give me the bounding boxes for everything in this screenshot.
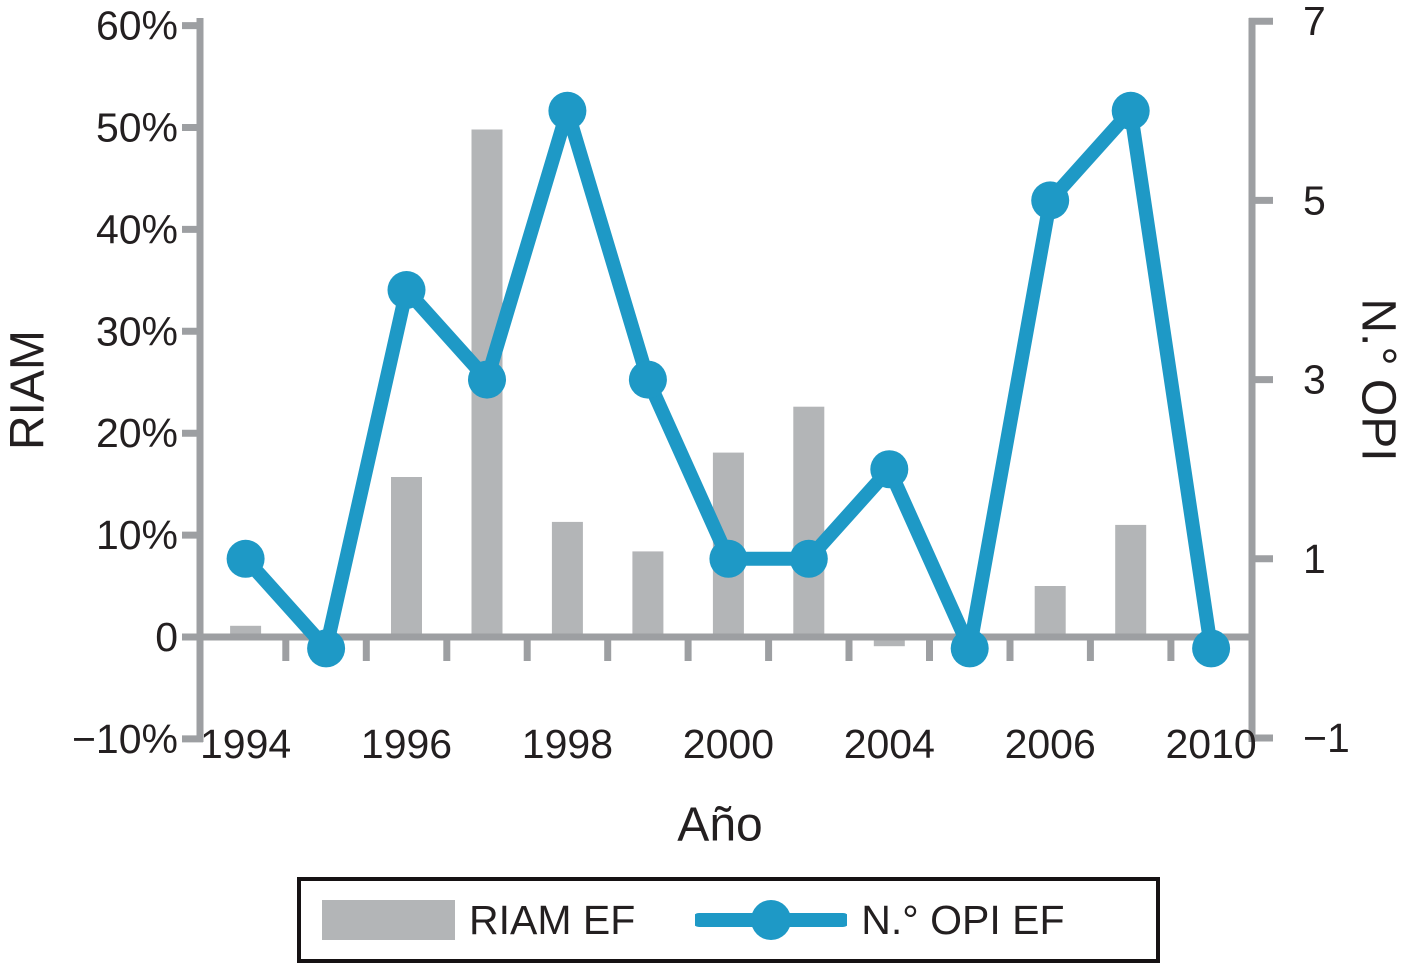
legend-opi-label: N.° OPI EF	[861, 896, 1065, 943]
opi-point-3	[468, 360, 506, 399]
left-tick-label: 20%	[96, 410, 178, 456]
x-tick-label: 2006	[1005, 721, 1096, 767]
opi-point-2	[387, 271, 426, 309]
opi-point-0	[226, 539, 265, 578]
opi-point-7	[789, 539, 828, 578]
legend-opi-marker-icon	[695, 900, 848, 940]
left-tick-label: 10%	[96, 512, 178, 558]
opi-point-9	[950, 629, 989, 668]
x-tick-label: 2000	[683, 721, 774, 767]
left-tick-label: −10%	[72, 716, 178, 762]
legend-riam-swatch	[322, 900, 455, 940]
x-tick-label: 1998	[522, 721, 613, 767]
x-tick-label: 2010	[1165, 721, 1256, 767]
x-tick-label: 1994	[200, 721, 291, 767]
bar-4	[551, 521, 583, 637]
legend-box: RIAM EF N.° OPI EF	[297, 877, 1160, 963]
opi-point-10	[1031, 181, 1070, 220]
opi-point-1	[307, 629, 346, 668]
left-tick-label: 50%	[96, 105, 178, 151]
right-tick-label: 3	[1303, 357, 1326, 403]
left-tick-label: 60%	[96, 3, 178, 49]
bar-0	[230, 625, 262, 637]
bar-5	[632, 551, 664, 637]
left-tick-label: 40%	[96, 206, 178, 252]
right-tick-label: 7	[1303, 0, 1326, 44]
bar-8	[873, 637, 905, 647]
opi-point-11	[1111, 91, 1150, 130]
opi-point-5	[628, 360, 667, 399]
bar-2	[391, 477, 422, 637]
x-tick-label: 2004	[844, 721, 935, 767]
right-axis-title: N.° OPI	[1351, 298, 1402, 462]
left-tick-label: 0	[155, 614, 178, 660]
opi-point-6	[709, 539, 748, 578]
opi-point-8	[870, 450, 909, 489]
x-axis-title: Año	[677, 798, 763, 852]
right-tick-label: 5	[1303, 177, 1326, 223]
opi-point-4	[548, 91, 587, 130]
x-tick-label: 1996	[361, 721, 452, 767]
bar-11	[1115, 524, 1147, 637]
bar-7	[793, 406, 825, 637]
right-tick-label: 1	[1303, 536, 1326, 582]
right-tick-label: −1	[1303, 715, 1350, 761]
left-tick-label: 30%	[96, 308, 178, 354]
left-axis-title: RIAM	[1, 330, 55, 450]
legend-riam-label: RIAM EF	[469, 896, 636, 943]
bar-10	[1034, 586, 1066, 637]
opi-point-12	[1192, 629, 1231, 668]
